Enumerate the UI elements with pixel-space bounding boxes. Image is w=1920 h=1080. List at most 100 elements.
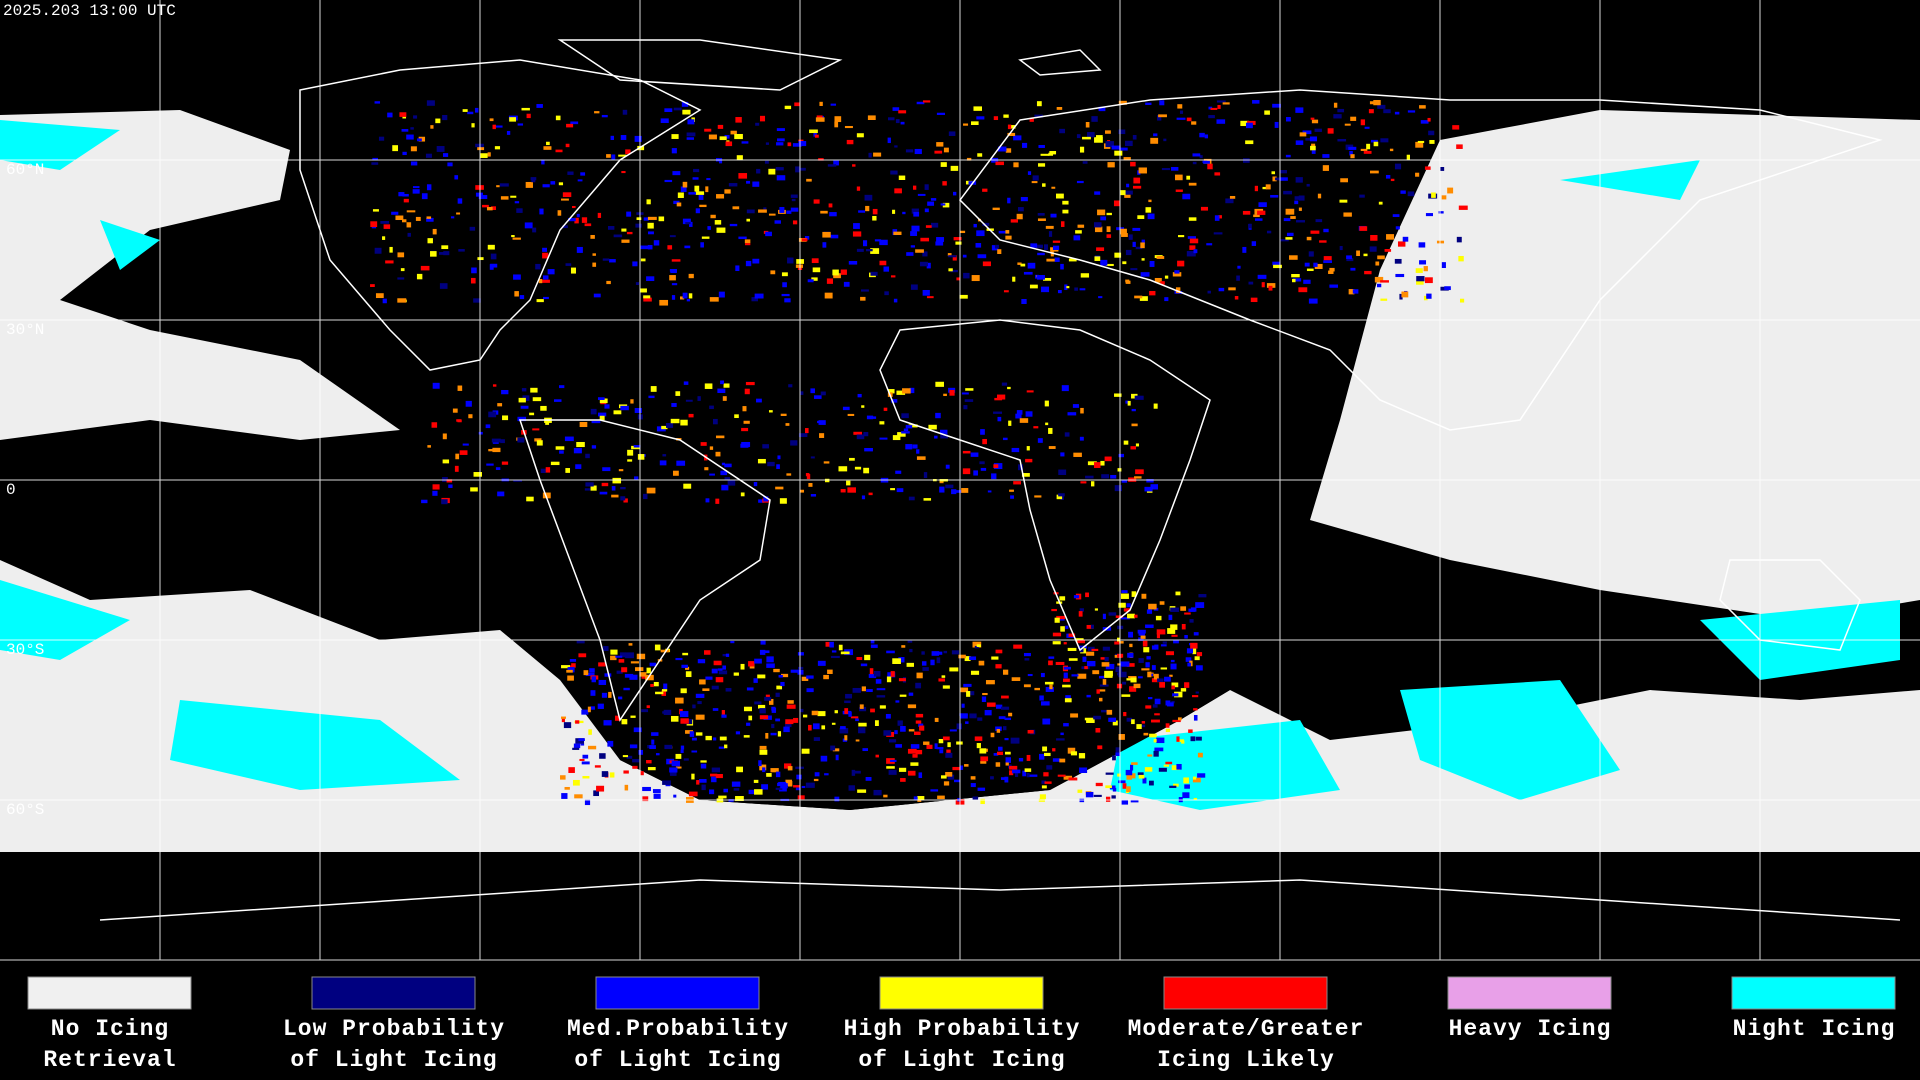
icing-speck	[893, 298, 898, 303]
icing-speck	[412, 189, 420, 194]
icing-speck	[767, 461, 775, 467]
icing-speck	[1066, 286, 1070, 289]
icing-speck	[796, 774, 802, 780]
icing-speck	[1272, 261, 1281, 266]
icing-speck	[597, 412, 607, 417]
icing-speck	[757, 674, 766, 679]
icing-speck	[646, 667, 651, 674]
icing-speck	[1188, 608, 1196, 612]
icing-speck	[824, 292, 833, 299]
icing-speck	[1438, 211, 1444, 214]
icing-speck	[591, 676, 596, 683]
icing-speck	[1395, 273, 1405, 278]
icing-speck	[456, 212, 461, 215]
icing-speck	[426, 184, 432, 191]
icing-speck	[945, 752, 953, 758]
icing-speck	[1023, 271, 1033, 275]
icing-speck	[1170, 663, 1177, 670]
icing-speck	[1286, 232, 1294, 237]
icing-speck	[649, 662, 657, 667]
icing-speck	[1067, 647, 1077, 651]
icing-speck	[1095, 782, 1103, 787]
icing-speck	[760, 640, 766, 645]
icing-speck	[1377, 255, 1385, 260]
icing-speck	[771, 707, 777, 713]
icing-speck	[620, 496, 626, 501]
icing-speck	[671, 760, 681, 767]
icing-speck	[626, 755, 633, 759]
icing-speck	[686, 298, 690, 302]
icing-speck	[462, 443, 469, 446]
icing-speck	[1037, 438, 1043, 443]
icing-speck	[1124, 190, 1133, 195]
icing-speck	[917, 796, 925, 801]
icing-speck	[1214, 215, 1220, 221]
icing-speck	[1171, 682, 1179, 688]
icing-speck	[901, 431, 910, 434]
icing-speck	[675, 657, 683, 661]
legend-label: of Light Icing	[858, 1047, 1065, 1073]
icing-speck	[1310, 145, 1316, 151]
icing-speck	[813, 130, 817, 137]
icing-speck	[1002, 437, 1008, 441]
icing-speck	[670, 715, 679, 722]
icing-speck	[735, 117, 742, 123]
icing-speck	[1060, 494, 1064, 500]
icing-speck	[647, 222, 654, 229]
icing-speck	[597, 703, 604, 709]
icing-speck	[627, 449, 634, 456]
icing-speck	[435, 118, 441, 124]
icing-speck	[1133, 177, 1141, 184]
icing-speck	[486, 206, 493, 211]
icing-speck	[712, 418, 718, 425]
icing-speck	[811, 258, 819, 264]
icing-speck	[1152, 704, 1158, 708]
icing-speck	[697, 659, 706, 664]
icing-speck	[725, 653, 730, 657]
icing-speck	[1098, 296, 1103, 299]
icing-speck	[673, 794, 677, 798]
icing-speck	[470, 487, 478, 492]
icing-speck	[894, 730, 898, 735]
icing-speck	[1048, 660, 1053, 666]
icing-speck	[813, 737, 820, 741]
icing-speck	[759, 708, 766, 714]
icing-speck	[1016, 410, 1023, 415]
icing-speck	[775, 692, 780, 697]
icing-speck	[673, 200, 680, 204]
icing-speck	[982, 692, 988, 696]
icing-speck	[998, 230, 1007, 234]
icing-speck	[457, 198, 463, 204]
icing-speck	[968, 691, 975, 696]
icing-speck	[688, 273, 694, 279]
icing-speck	[1063, 672, 1068, 679]
icing-speck	[1298, 207, 1302, 211]
icing-speck	[1440, 166, 1445, 171]
icing-speck	[1216, 100, 1226, 103]
icing-speck	[1196, 652, 1203, 657]
icing-speck	[1149, 260, 1155, 267]
icing-speck	[385, 260, 394, 264]
icing-speck	[1023, 684, 1031, 688]
icing-speck	[795, 787, 801, 791]
icing-speck	[898, 767, 907, 772]
icing-speck	[956, 277, 961, 281]
icing-speck	[875, 679, 882, 684]
icing-speck	[997, 394, 1006, 400]
icing-speck	[615, 655, 623, 658]
icing-speck	[1126, 774, 1132, 780]
icing-speck	[823, 674, 829, 680]
icing-speck	[754, 701, 762, 705]
icing-speck	[667, 245, 673, 250]
icing-speck	[536, 299, 544, 303]
icing-speck	[974, 736, 983, 741]
icing-speck	[591, 420, 601, 424]
icing-speck	[943, 650, 948, 654]
icing-speck	[945, 772, 953, 777]
icing-speck	[1017, 464, 1024, 471]
icing-speck	[946, 749, 951, 755]
icing-speck	[1131, 591, 1137, 597]
icing-speck	[1373, 141, 1379, 147]
icing-speck	[1380, 298, 1388, 301]
icing-speck	[561, 716, 566, 719]
